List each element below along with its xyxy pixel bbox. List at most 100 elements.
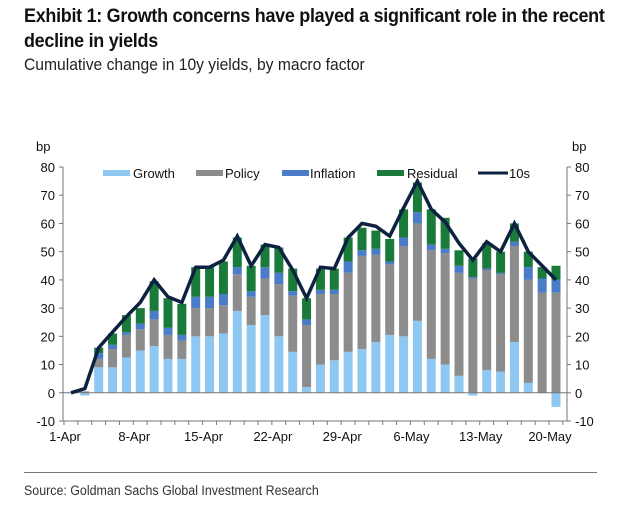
bar-segment-policy bbox=[537, 292, 547, 393]
y-tick-label-right: 40 bbox=[575, 273, 589, 288]
stacked-bar-chart: -10 -10 0 0 10 10 20 20 30 30 40 40 50 50 60 60 70 70 80 80… bbox=[36, 139, 594, 444]
bar-segment-residual bbox=[496, 251, 506, 273]
bar-segment-growth bbox=[274, 336, 284, 393]
bar-segment-growth bbox=[302, 387, 312, 393]
bar-segment-policy bbox=[149, 319, 159, 347]
legend-swatch-growth bbox=[103, 170, 130, 176]
legend-label-growth: Growth bbox=[133, 166, 175, 181]
bars-layer bbox=[80, 182, 561, 407]
bar-segment-growth bbox=[218, 333, 228, 393]
bar-segment-inflation bbox=[454, 265, 464, 273]
bar-segment-residual bbox=[205, 267, 215, 297]
bar-segment-residual bbox=[149, 281, 159, 311]
bar-segment-residual bbox=[108, 333, 118, 345]
y-unit-right: bp bbox=[572, 139, 586, 154]
bar-segment-growth bbox=[163, 358, 173, 393]
bar-segment-inflation bbox=[412, 212, 422, 224]
bar-segment-policy bbox=[343, 272, 353, 352]
bar-segment-policy bbox=[135, 329, 145, 351]
bar-segment-growth bbox=[246, 325, 256, 393]
bar-segment-residual bbox=[468, 258, 478, 278]
bar-segment-policy bbox=[163, 334, 173, 359]
bar-segment-inflation bbox=[246, 291, 256, 297]
bar-segment-inflation bbox=[149, 310, 159, 320]
bar-segment-inflation bbox=[205, 296, 215, 309]
bar-segment-inflation bbox=[537, 278, 547, 293]
bar-segment-residual bbox=[454, 250, 464, 266]
bar-segment-policy bbox=[329, 294, 339, 361]
x-tick-label: 22-Apr bbox=[253, 429, 293, 444]
bar-segment-policy bbox=[108, 349, 118, 368]
bar-segment-policy bbox=[385, 264, 395, 335]
bar-segment-inflation bbox=[551, 279, 561, 293]
y-tick-label-right: 50 bbox=[575, 245, 589, 260]
bar-segment-residual bbox=[551, 265, 561, 280]
bar-segment-growth bbox=[371, 341, 381, 393]
y-tick-label-right: 60 bbox=[575, 216, 589, 231]
bar-segment-inflation bbox=[302, 319, 312, 326]
bar-segment-inflation bbox=[135, 323, 145, 330]
bar-segment-inflation bbox=[440, 248, 450, 254]
bar-segment-policy bbox=[232, 274, 242, 311]
bar-segment-policy bbox=[218, 305, 228, 334]
bar-segment-growth bbox=[523, 382, 533, 393]
bar-segment-growth bbox=[468, 392, 478, 396]
bar-segment-policy bbox=[205, 308, 215, 337]
bar-segment-inflation bbox=[315, 289, 325, 294]
bar-segment-inflation bbox=[468, 277, 478, 279]
bar-segment-inflation bbox=[274, 272, 284, 285]
bar-segment-residual bbox=[135, 308, 145, 324]
line-10s bbox=[70, 177, 558, 395]
bar-segment-growth bbox=[509, 341, 519, 393]
line-layer bbox=[70, 177, 558, 395]
bar-segment-inflation bbox=[163, 327, 173, 335]
bar-segment-inflation bbox=[329, 289, 339, 294]
bar-segment-growth bbox=[121, 357, 131, 393]
legend: Growth Policy Inflation Residual 10s bbox=[103, 166, 530, 181]
y-tick-label-left: 50 bbox=[41, 245, 55, 260]
bar-segment-residual bbox=[288, 268, 298, 292]
bar-segment-residual bbox=[260, 244, 270, 268]
bar-segment-policy bbox=[357, 255, 367, 350]
y-tick-label-left: 10 bbox=[41, 358, 55, 373]
bar-segment-inflation bbox=[426, 244, 436, 251]
bar-segment-policy bbox=[426, 250, 436, 359]
y-tick-label-right: 70 bbox=[575, 188, 589, 203]
bar-segment-residual bbox=[357, 227, 367, 251]
chart-title: Exhibit 1: Growth concerns have played a… bbox=[24, 5, 605, 52]
bar-segment-policy bbox=[302, 325, 312, 388]
source-note: Source: Goldman Sachs Global Investment … bbox=[24, 483, 319, 498]
y-tick-label-right: 0 bbox=[575, 386, 582, 401]
bar-segment-inflation bbox=[121, 332, 131, 335]
bar-segment-policy bbox=[523, 279, 533, 383]
bar-segment-residual bbox=[163, 298, 173, 328]
bar-segment-policy bbox=[177, 340, 187, 359]
bar-segment-policy bbox=[288, 295, 298, 352]
bar-segment-policy bbox=[121, 334, 131, 358]
y-tick-label-right: 80 bbox=[575, 160, 589, 175]
bar-segment-inflation bbox=[343, 261, 353, 273]
bar-segment-residual bbox=[302, 298, 312, 320]
bar-segment-growth bbox=[329, 360, 339, 393]
bar-segment-residual bbox=[385, 238, 395, 262]
bar-segment-residual bbox=[426, 209, 436, 245]
bar-segment-growth bbox=[357, 349, 367, 393]
bar-segment-policy bbox=[371, 254, 381, 342]
bar-segment-growth bbox=[454, 375, 464, 393]
bar-segment-residual bbox=[274, 247, 284, 273]
bar-segment-residual bbox=[509, 223, 519, 242]
bar-segment-residual bbox=[537, 267, 547, 279]
legend-label-residual: Residual bbox=[407, 166, 458, 181]
x-tick-label: 1-Apr bbox=[49, 429, 81, 444]
bar-segment-policy bbox=[496, 274, 506, 372]
bar-segment-residual bbox=[315, 268, 325, 290]
chart-subtitle: Cumulative change in 10y yields, by macr… bbox=[24, 55, 365, 74]
y-tick-label-left: 30 bbox=[41, 301, 55, 316]
y-tick-label-right: 30 bbox=[575, 301, 589, 316]
y-tick-label-right: -10 bbox=[575, 414, 594, 429]
bar-segment-residual bbox=[440, 217, 450, 249]
bar-segment-policy bbox=[274, 284, 284, 337]
bar-segment-growth bbox=[205, 336, 215, 393]
bar-segment-inflation bbox=[218, 294, 228, 306]
bar-segment-inflation bbox=[509, 241, 519, 247]
